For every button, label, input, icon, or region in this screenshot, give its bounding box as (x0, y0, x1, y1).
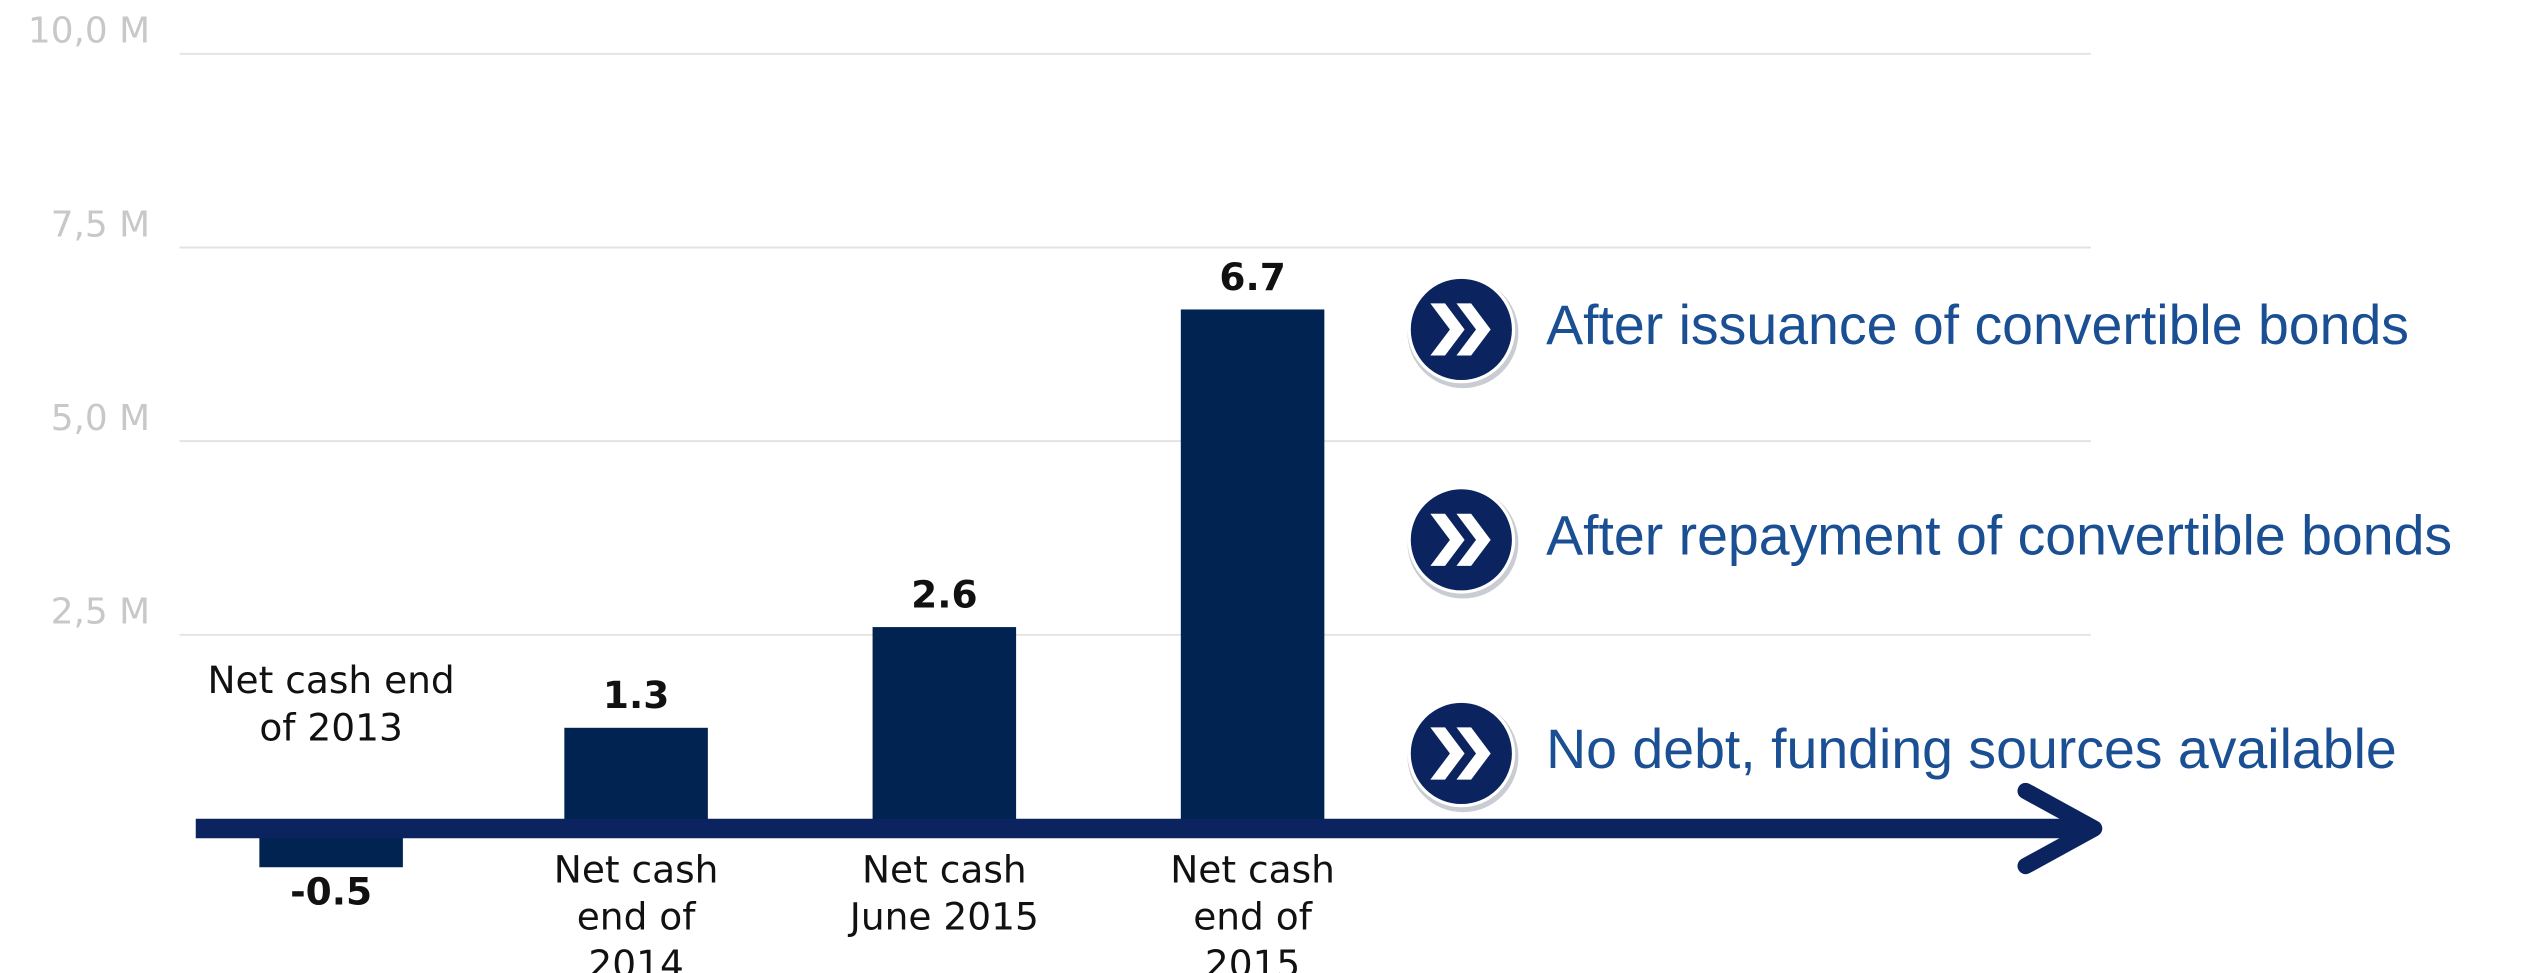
y-tick-label: 10,0 M (28, 11, 150, 52)
y-tick-label: 5,0 M (51, 398, 150, 439)
icon-chevron (1456, 513, 1491, 566)
bar (872, 627, 1017, 829)
x-tick-label: Net cash June 2015 (848, 847, 1039, 938)
annotation: After repayment of convertible bonds (1546, 504, 2452, 566)
icon-chevron (1456, 303, 1491, 356)
icon-chevron (1430, 303, 1465, 356)
bar (1180, 309, 1325, 829)
x-tick-label: Net cash end of 2013 (208, 658, 455, 749)
x-tick-label: Net cash end of 2014 (554, 847, 719, 973)
x-tick-label: Net cash end of 2015 (1170, 847, 1335, 973)
icon-chevron (1456, 727, 1491, 780)
value-label: 6.7 (1219, 255, 1285, 299)
icon-chevron (1430, 727, 1465, 780)
annotation: No debt, funding sources available (1546, 718, 2397, 780)
x-axis-arrowhead (2017, 782, 2103, 875)
y-tick-label: 2,5 M (51, 592, 150, 633)
icon-chevron (1430, 513, 1465, 566)
value-label: -0.5 (290, 870, 372, 914)
y-tick-label: 7,5 M (51, 204, 150, 245)
value-label: 1.3 (603, 673, 669, 717)
bar (564, 727, 708, 829)
annotation: After issuance of convertible bonds (1546, 294, 2409, 356)
value-label: 2.6 (911, 573, 977, 617)
